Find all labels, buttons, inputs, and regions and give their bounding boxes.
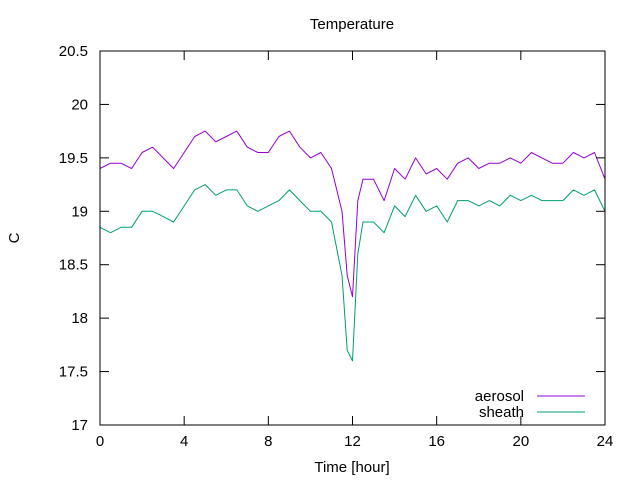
x-axis: 0 4 8 12 16 20 24: [96, 51, 614, 450]
plot-frame: [99, 50, 606, 426]
x-tick-label: 0: [96, 433, 104, 450]
x-axis-label: Time [hour]: [314, 459, 389, 476]
series-line-aerosol: [99, 130, 606, 298]
x-tick-label: 24: [597, 433, 614, 450]
x-tick-label: 20: [512, 433, 529, 450]
y-tick-label: 19.5: [59, 150, 88, 167]
y-axis-label: C: [6, 232, 23, 243]
y-tick-label: 20: [71, 96, 88, 113]
y-tick-label: 19: [71, 203, 88, 220]
y-tick-label: 18.5: [59, 257, 88, 274]
x-tick-label: 8: [264, 433, 272, 450]
y-tick-label: 17.5: [59, 364, 88, 381]
y-axis: 17 17.5 18 18.5 19 19.5 20 20.5: [59, 43, 605, 434]
chart-title: Temperature: [310, 16, 394, 33]
x-tick-label: 16: [428, 433, 445, 450]
x-tick-label: 4: [180, 433, 188, 450]
legend-label-aerosol: aerosol: [475, 388, 524, 405]
y-tick-label: 18: [71, 310, 88, 327]
plot-lines: [99, 130, 606, 362]
series-line-sheath: [99, 184, 606, 362]
y-tick-label: 20.5: [59, 43, 88, 60]
x-tick-label: 12: [344, 433, 361, 450]
legend-label-sheath: sheath: [479, 404, 524, 421]
y-tick-label: 17: [71, 417, 88, 434]
